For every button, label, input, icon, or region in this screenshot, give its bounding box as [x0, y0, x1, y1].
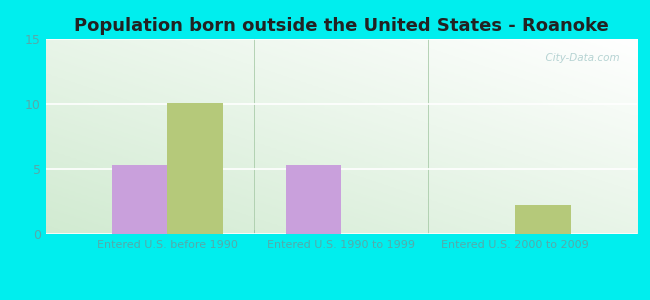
Bar [285, 165, 341, 234]
Bar [167, 103, 223, 234]
Bar [515, 206, 571, 234]
Bar [112, 165, 167, 234]
Title: Population born outside the United States - Roanoke: Population born outside the United State… [74, 17, 608, 35]
Text: City-Data.com: City-Data.com [539, 52, 619, 63]
